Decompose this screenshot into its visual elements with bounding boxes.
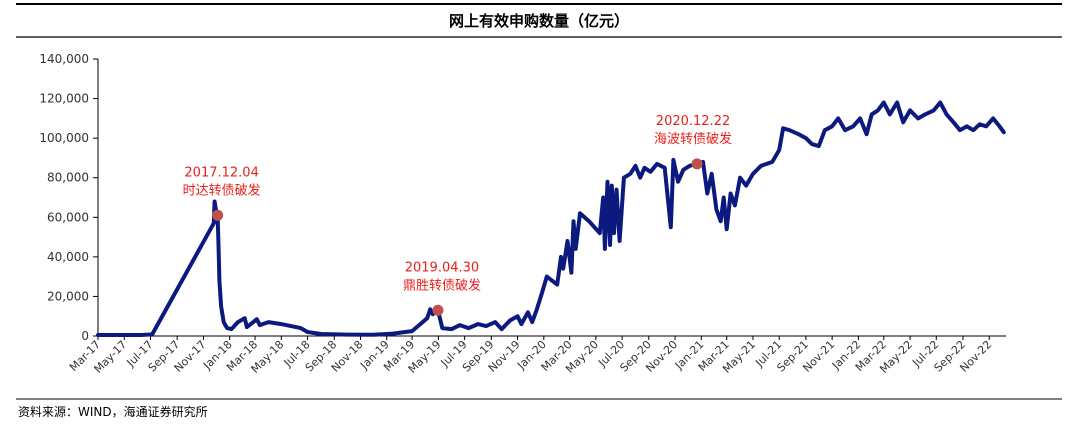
annotation-marker <box>691 158 703 170</box>
chart-title: 网上有效申购数量（亿元） <box>449 12 629 30</box>
annotation-date: 2017.12.04 <box>184 165 258 180</box>
y-tick-label: 140,000 <box>39 52 89 66</box>
series-line <box>96 100 1006 337</box>
y-tick-label: 80,000 <box>47 171 89 185</box>
y-tick-label: 120,000 <box>39 92 89 106</box>
y-tick-label: 60,000 <box>47 210 89 224</box>
y-tick-label: 40,000 <box>47 250 89 264</box>
annotation-layer: 2017.12.04 时达转债破发 2019.04.30 鼎胜转债破发 2020.12.… <box>183 114 732 316</box>
source-note: 资料来源：WIND，海通证券研究所 <box>18 404 208 419</box>
annotation-text: 时达转债破发 <box>183 182 261 198</box>
annotation-text: 海波转债破发 <box>654 131 732 147</box>
x-axis: Mar-17May-17Jul-17Sep-17Nov-17Jan-18Mar-… <box>67 335 1006 376</box>
y-tick-label: 100,000 <box>39 131 89 145</box>
series-layer <box>96 100 1006 337</box>
annotation-text: 鼎胜转债破发 <box>403 277 481 293</box>
annotation-date: 2020.12.22 <box>656 114 730 129</box>
annotation-date: 2019.04.30 <box>405 260 479 275</box>
y-axis: 0 20,000 40,000 60,000 80,000 100,000 120,000 1… <box>39 52 99 343</box>
y-tick-label: 20,000 <box>47 289 89 303</box>
annotation-marker <box>432 304 444 316</box>
y-tick-label: 0 <box>81 329 89 343</box>
annotation-marker <box>212 209 224 221</box>
